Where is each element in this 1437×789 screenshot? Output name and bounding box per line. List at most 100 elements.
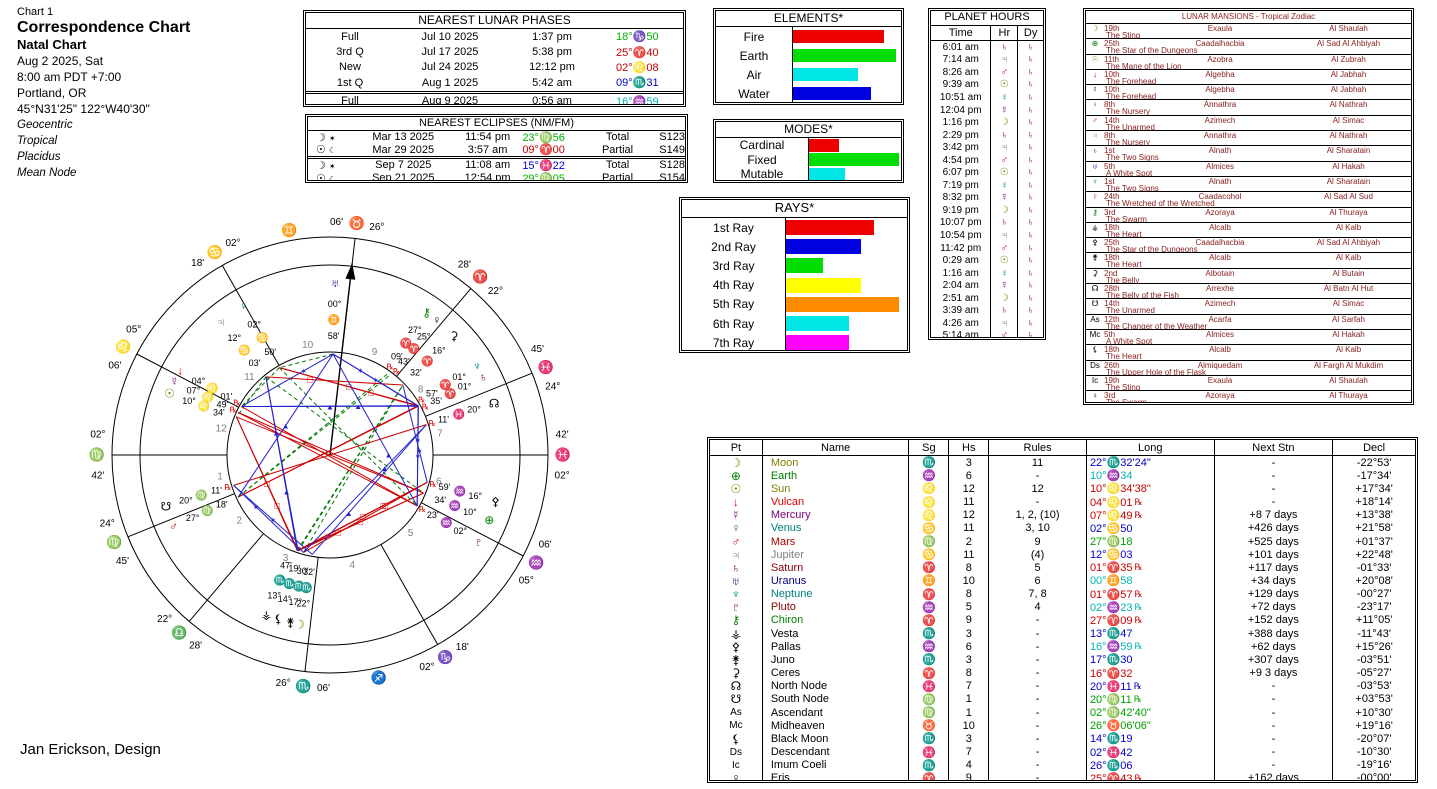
- mansion-row: ⚳ 2nd Albotain Al Butain The Belly: [1086, 269, 1411, 285]
- planet-icon: ☽: [1091, 24, 1099, 33]
- sign-icon: ♈: [909, 771, 950, 780]
- cusp-degree-label: 02°: [225, 238, 240, 249]
- sextile-aspect-line: [332, 353, 419, 407]
- house-number: 11: [949, 521, 990, 535]
- sun-icon: ☉: [710, 482, 763, 496]
- rays-bar: [786, 220, 874, 236]
- elements-bar: [793, 87, 871, 100]
- cusp-degree-label: 05°: [519, 576, 534, 587]
- declination: -23°17': [1356, 601, 1392, 614]
- modes-bar-row: Fixed: [716, 152, 901, 168]
- mansion-number: 12th: [1104, 314, 1120, 324]
- sign-icon: ♏: [293, 579, 305, 592]
- saturn-icon: ♄: [1017, 241, 1043, 255]
- house-number: 3: [949, 732, 990, 746]
- mansion-number: 19th: [1104, 24, 1120, 33]
- rays-bar-row: 5th Ray: [682, 294, 907, 314]
- planet-row: ⚸ Black Moon ♏ 3-14°♏19- -20°07': [710, 732, 1415, 746]
- planet-degree-label: 10°: [182, 396, 196, 406]
- rules-houses: -: [989, 495, 1087, 509]
- mansion-main-line: ⊕ 25th Caadalhacbia Al Sad Al Ahbiyah: [1086, 40, 1411, 48]
- next-station: -: [1215, 692, 1334, 706]
- mansion-name: Arrexhe: [1205, 284, 1234, 294]
- longitude-value: 20°♓11: [1089, 680, 1132, 693]
- longitude-value: 02°♓42: [1089, 746, 1133, 759]
- planet-minute-label: 09': [391, 352, 403, 362]
- planet-icon: ♀: [1092, 391, 1098, 401]
- planet-row: Ds Descendant ♓ 7-02°♓42- -10°30': [710, 745, 1415, 759]
- longitude: 17°♏30: [1087, 653, 1215, 667]
- chart-number: Chart 1: [17, 6, 54, 18]
- mansion-row: ♀ 3rd Azoraya Al Thuraya The Swarm: [1086, 391, 1411, 402]
- house-number: 1: [217, 471, 223, 482]
- planet-name: Vulcan: [763, 495, 910, 509]
- mansion-name: Alnath: [1208, 146, 1232, 156]
- rays-bar: [786, 316, 849, 332]
- next-station: -: [1215, 758, 1334, 772]
- next-station: -: [1215, 679, 1334, 693]
- rays-bar-zone: [785, 237, 907, 257]
- planet-row: ☉ Sun ♌ 12 12 10°♌34'38" - +17°34': [710, 482, 1415, 496]
- mansion-meaning: The Two Signs: [1106, 183, 1159, 193]
- modes-bar: [809, 153, 899, 167]
- north-node-icon: ☊: [710, 679, 763, 693]
- eclipse-type: Partial: [601, 172, 634, 181]
- col-rules: Rules: [989, 440, 1087, 455]
- mansion-row: ⚵ 18th Alcalb Al Kalb The Heart: [1086, 253, 1411, 269]
- mansion-meaning: The Upper Hole of the Flask: [1106, 367, 1207, 376]
- saturn-icon: ♄: [1017, 279, 1043, 292]
- planet-name: Vesta: [763, 627, 910, 641]
- rules-houses: -: [989, 745, 1087, 759]
- mansion-meaning: The Unarmed: [1106, 306, 1155, 315]
- hour-time: 4:26 am: [942, 317, 979, 329]
- mansion-name: Azoraya: [1205, 207, 1235, 217]
- phase-name: 3rd Q: [336, 46, 364, 59]
- sign-icon: ♒: [440, 516, 452, 529]
- mansion-number: 25th: [1104, 39, 1120, 49]
- declination: +10°30': [1355, 706, 1393, 719]
- sign-icon: ♑: [437, 650, 453, 665]
- modes-bar-label: Fixed: [747, 152, 777, 167]
- phase-date: Aug 1 2025: [421, 76, 479, 89]
- rays-bar: [786, 296, 899, 312]
- mansion-row: ☉ 11th Azobra Al Zubrah The Mane of the Lion: [1086, 55, 1411, 70]
- house-cusp-line: [425, 372, 533, 417]
- declination: -19°16': [1356, 759, 1392, 772]
- longitude: 22°♏32'24": [1087, 456, 1215, 470]
- sign-icon: ♊: [281, 223, 297, 238]
- mansion-arabic-name: Al Kalb: [1335, 253, 1362, 263]
- longitude-value: 12°♋03: [1089, 549, 1133, 562]
- planet-row: ⚷ Chiron ♈ 9-27°♈09 ℞ +152 days +11°05': [710, 613, 1415, 627]
- mansion-number: 3rd: [1104, 207, 1116, 217]
- rays-bar-row: 7th Ray: [682, 333, 907, 350]
- vulcan-icon: ↓: [710, 495, 763, 509]
- planet-degree-label: 13°: [267, 590, 281, 600]
- north-node-icon: ☊: [489, 396, 500, 410]
- phase-row: 1st Q Aug 1 2025 5:42 am 09°♏31: [306, 75, 683, 90]
- setting-houses: Placidus: [17, 151, 61, 163]
- mansion-arabic-name: Al Sad Al Ahbiyah: [1316, 39, 1381, 49]
- sign-icon: ♈: [909, 666, 950, 680]
- cusp-degree-label: 05°: [126, 324, 141, 335]
- jupiter-icon: ♃: [990, 317, 1017, 330]
- planet-degree-label: 02°: [454, 526, 468, 536]
- rules-houses: 1, 2, (10): [989, 508, 1087, 522]
- elements-bar: [793, 68, 858, 81]
- jupiter-icon: ♃: [990, 53, 1017, 67]
- eclipses-rows: ☽ ✶ Mar 13 2025 11:54 pm 23°♍56 Total S123 ☉ ☾ Ma…: [308, 131, 685, 181]
- planet-minute-label: 59': [439, 482, 451, 492]
- mercury-icon: ☿: [990, 279, 1017, 292]
- sextile-aspect-icon: ✶: [416, 447, 423, 456]
- trine-aspect-line: [311, 424, 427, 555]
- rays-bar-label: 1st Ray: [713, 220, 754, 235]
- house-number: 10: [302, 340, 314, 351]
- mansion-meaning: The Two Signs: [1106, 153, 1159, 162]
- eclipse-date: Mar 13 2025: [372, 131, 435, 144]
- semisextile-aspect-line: [241, 367, 280, 407]
- col-hour-ruler: Hr: [990, 26, 1017, 40]
- mansion-number: 24th: [1104, 192, 1120, 202]
- eclipse-shadow-icon: ☾: [328, 146, 337, 156]
- hour-time: 10:51 am: [939, 91, 982, 103]
- eclipse-date: Sep 7 2025: [375, 159, 432, 172]
